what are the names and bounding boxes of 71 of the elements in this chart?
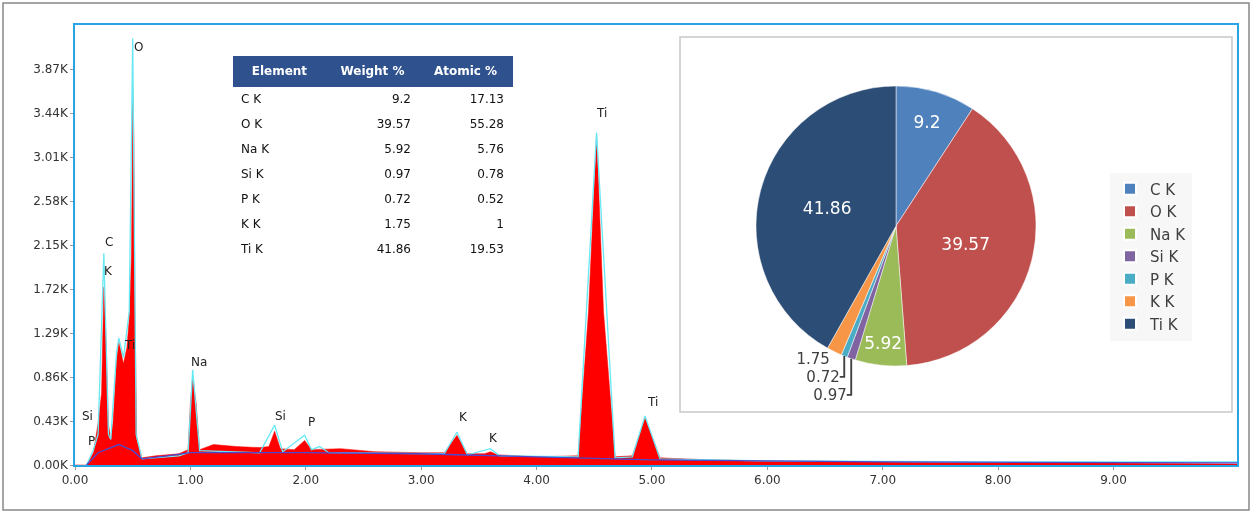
category-label: C K bbox=[241, 92, 263, 106]
category-label: K K bbox=[241, 217, 262, 231]
data-label: 1.75 bbox=[796, 349, 830, 368]
y-tick-label: 3.87K bbox=[33, 62, 69, 77]
x-tick-label: 7.00 bbox=[869, 473, 897, 488]
x-tick-label: 9.00 bbox=[1100, 473, 1127, 488]
line-series bbox=[85, 443, 1237, 465]
category-label: Ti K bbox=[240, 242, 265, 256]
data-label: 17.13 bbox=[469, 92, 504, 106]
x-tick-label: 4.00 bbox=[523, 473, 550, 488]
text: Element bbox=[251, 64, 308, 78]
legend-label: Ti K bbox=[1149, 315, 1179, 334]
y-tick-label: 0.43K bbox=[33, 414, 69, 429]
data-label: 0.97 bbox=[384, 167, 411, 181]
x-tick-label: 1.00 bbox=[177, 473, 204, 488]
legend-label: O K bbox=[1150, 203, 1178, 222]
annotation: P bbox=[88, 434, 96, 448]
y-tick-label: 2.58K bbox=[33, 194, 69, 209]
x-tick-label: 5.00 bbox=[638, 473, 666, 488]
annotation: K bbox=[104, 264, 113, 278]
x-tick-label: 3.00 bbox=[407, 473, 435, 488]
category-label: P K bbox=[241, 192, 262, 206]
y-tick-label: 1.72K bbox=[33, 282, 69, 297]
data-label: 41.86 bbox=[376, 242, 411, 256]
y-tick-label: 0.86K bbox=[33, 370, 69, 385]
legend-label: K K bbox=[1150, 293, 1176, 312]
text: Weight % bbox=[340, 64, 405, 78]
data-label: 5.92 bbox=[864, 333, 903, 354]
annotation: Ti bbox=[596, 106, 608, 120]
y-tick-label: 1.29K bbox=[33, 326, 69, 341]
data-label: 5.76 bbox=[477, 142, 504, 156]
annotation: C bbox=[105, 235, 114, 249]
category-label: Si K bbox=[241, 167, 265, 181]
data-label: 41.86 bbox=[802, 198, 852, 219]
annotation: Si bbox=[82, 409, 93, 423]
y-tick-label: 2.15K bbox=[33, 238, 69, 253]
data-label: 1 bbox=[496, 217, 504, 231]
data-label: 1.75 bbox=[384, 217, 411, 231]
annotation: Si bbox=[275, 409, 286, 423]
y-tick-label: 0.00K bbox=[33, 458, 69, 473]
x-tick-label: 0.00 bbox=[61, 473, 89, 488]
annotation: K bbox=[489, 431, 498, 445]
category-label: Na K bbox=[241, 142, 271, 156]
data-label: 0.52 bbox=[477, 192, 504, 206]
legend-label: Si K bbox=[1150, 248, 1180, 267]
annotation: O bbox=[134, 40, 144, 54]
data-label: 5.92 bbox=[384, 142, 411, 156]
data-label: 0.72 bbox=[806, 367, 840, 386]
legend-label: Na K bbox=[1150, 225, 1187, 244]
data-label: 9.2 bbox=[391, 92, 411, 106]
x-tick-label: 6.00 bbox=[753, 473, 781, 488]
data-label: 39.57 bbox=[941, 233, 990, 254]
legend-label: P K bbox=[1150, 270, 1175, 289]
x-tick-label: 8.00 bbox=[984, 473, 1012, 488]
annotation: Ti bbox=[647, 395, 659, 409]
annotation: P bbox=[308, 415, 316, 429]
annotation: Na bbox=[191, 355, 208, 369]
annotation: K bbox=[459, 410, 468, 424]
data-label: 55.28 bbox=[469, 117, 504, 131]
data-label: 0.78 bbox=[477, 167, 504, 181]
data-label: 39.57 bbox=[376, 117, 411, 131]
y-tick-label: 3.44K bbox=[33, 106, 69, 121]
category-label: O K bbox=[241, 117, 264, 131]
data-label: 0.97 bbox=[813, 385, 847, 404]
x-tick-label: 2.00 bbox=[292, 473, 320, 488]
legend-label: C K bbox=[1150, 180, 1177, 199]
y-tick-label: 3.01K bbox=[33, 150, 69, 165]
data-label: 0.72 bbox=[384, 192, 411, 206]
data-label: 19.53 bbox=[469, 242, 504, 256]
data-label: 9.2 bbox=[913, 111, 941, 132]
text: Atomic % bbox=[433, 64, 498, 78]
